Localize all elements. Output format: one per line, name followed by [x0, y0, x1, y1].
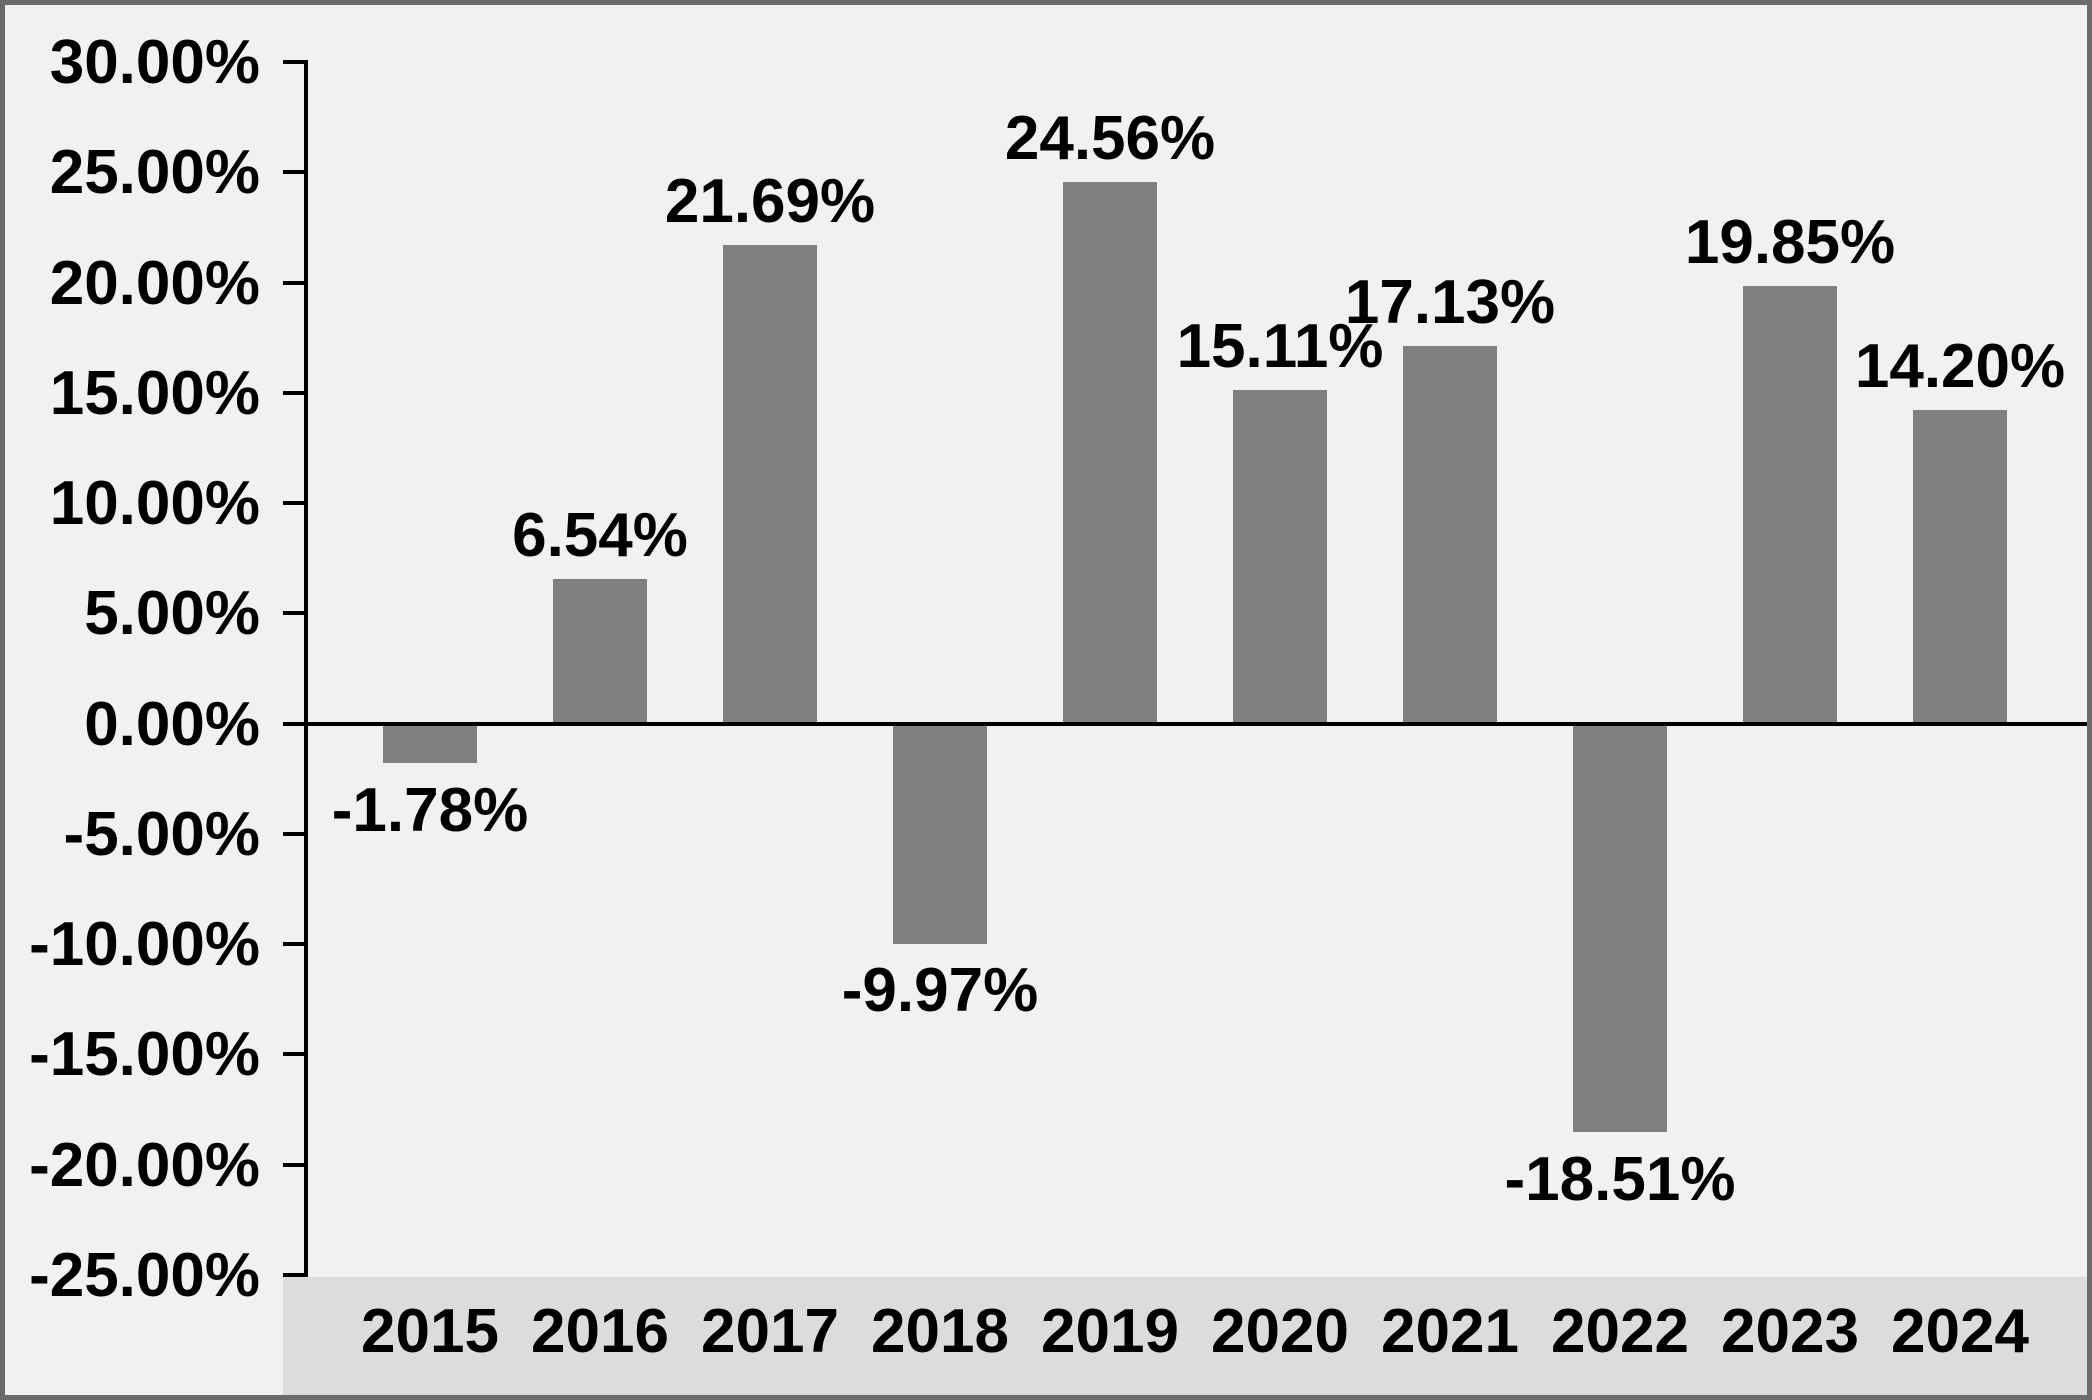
- y-tick: [283, 501, 304, 505]
- x-category-label: 2015: [361, 1297, 499, 1366]
- x-category-label: 2018: [871, 1297, 1009, 1366]
- bar-value-label: 19.85%: [1684, 208, 1896, 277]
- bar-value-label: 21.69%: [664, 167, 876, 236]
- bar-value-label: -1.78%: [331, 776, 529, 845]
- bar-2015: [383, 724, 477, 763]
- y-tick: [283, 1273, 304, 1277]
- y-tick: [283, 722, 304, 726]
- y-tick: [283, 611, 304, 615]
- y-tick: [283, 1052, 304, 1056]
- x-category-label: 2024: [1891, 1297, 2029, 1366]
- y-tick-label: -20.00%: [29, 1131, 260, 1200]
- y-tick-label: 30.00%: [49, 28, 260, 97]
- x-category-label: 2022: [1551, 1297, 1689, 1366]
- y-tick: [283, 281, 304, 285]
- bar-2023: [1743, 286, 1837, 724]
- bar-value-label: -9.97%: [841, 956, 1039, 1025]
- bar-2020: [1233, 390, 1327, 723]
- bar-value-label: -18.51%: [1504, 1145, 1736, 1214]
- y-tick: [283, 1163, 304, 1167]
- y-tick-label: 0.00%: [84, 690, 260, 759]
- y-tick-label: 25.00%: [49, 138, 260, 207]
- bar-2017: [723, 245, 817, 723]
- y-tick-label: 5.00%: [84, 579, 260, 648]
- y-tick: [283, 170, 304, 174]
- x-category-label: 2023: [1721, 1297, 1859, 1366]
- bar-value-label: 15.11%: [1176, 312, 1384, 381]
- bar-2024: [1913, 410, 2007, 723]
- x-axis-band: [283, 1277, 2092, 1400]
- y-tick: [283, 832, 304, 836]
- y-tick-label: -15.00%: [29, 1020, 260, 1089]
- x-category-label: 2019: [1041, 1297, 1179, 1366]
- bar-2021: [1403, 346, 1497, 724]
- bar-2019: [1063, 182, 1157, 724]
- y-tick: [283, 60, 304, 64]
- bar-2022: [1573, 724, 1667, 1132]
- x-category-label: 2017: [701, 1297, 839, 1366]
- x-category-label: 2016: [531, 1297, 669, 1366]
- bar-2016: [553, 579, 647, 723]
- bar-value-label: 14.20%: [1854, 332, 2066, 401]
- bar-value-label: 17.13%: [1344, 268, 1556, 337]
- y-axis-line: [304, 60, 308, 1277]
- y-tick-label: -10.00%: [29, 910, 260, 979]
- bar-2018: [893, 724, 987, 944]
- zero-baseline: [304, 722, 2087, 726]
- x-category-label: 2020: [1211, 1297, 1349, 1366]
- y-tick-label: -25.00%: [29, 1241, 260, 1310]
- y-tick-label: 15.00%: [49, 359, 260, 428]
- bar-value-label: 6.54%: [512, 501, 688, 570]
- x-category-label: 2021: [1381, 1297, 1519, 1366]
- y-tick-label: -5.00%: [63, 800, 260, 869]
- y-tick: [283, 391, 304, 395]
- y-tick-label: 10.00%: [49, 469, 260, 538]
- y-tick-label: 20.00%: [49, 249, 260, 318]
- bar-value-label: 24.56%: [1004, 104, 1216, 173]
- y-tick: [283, 942, 304, 946]
